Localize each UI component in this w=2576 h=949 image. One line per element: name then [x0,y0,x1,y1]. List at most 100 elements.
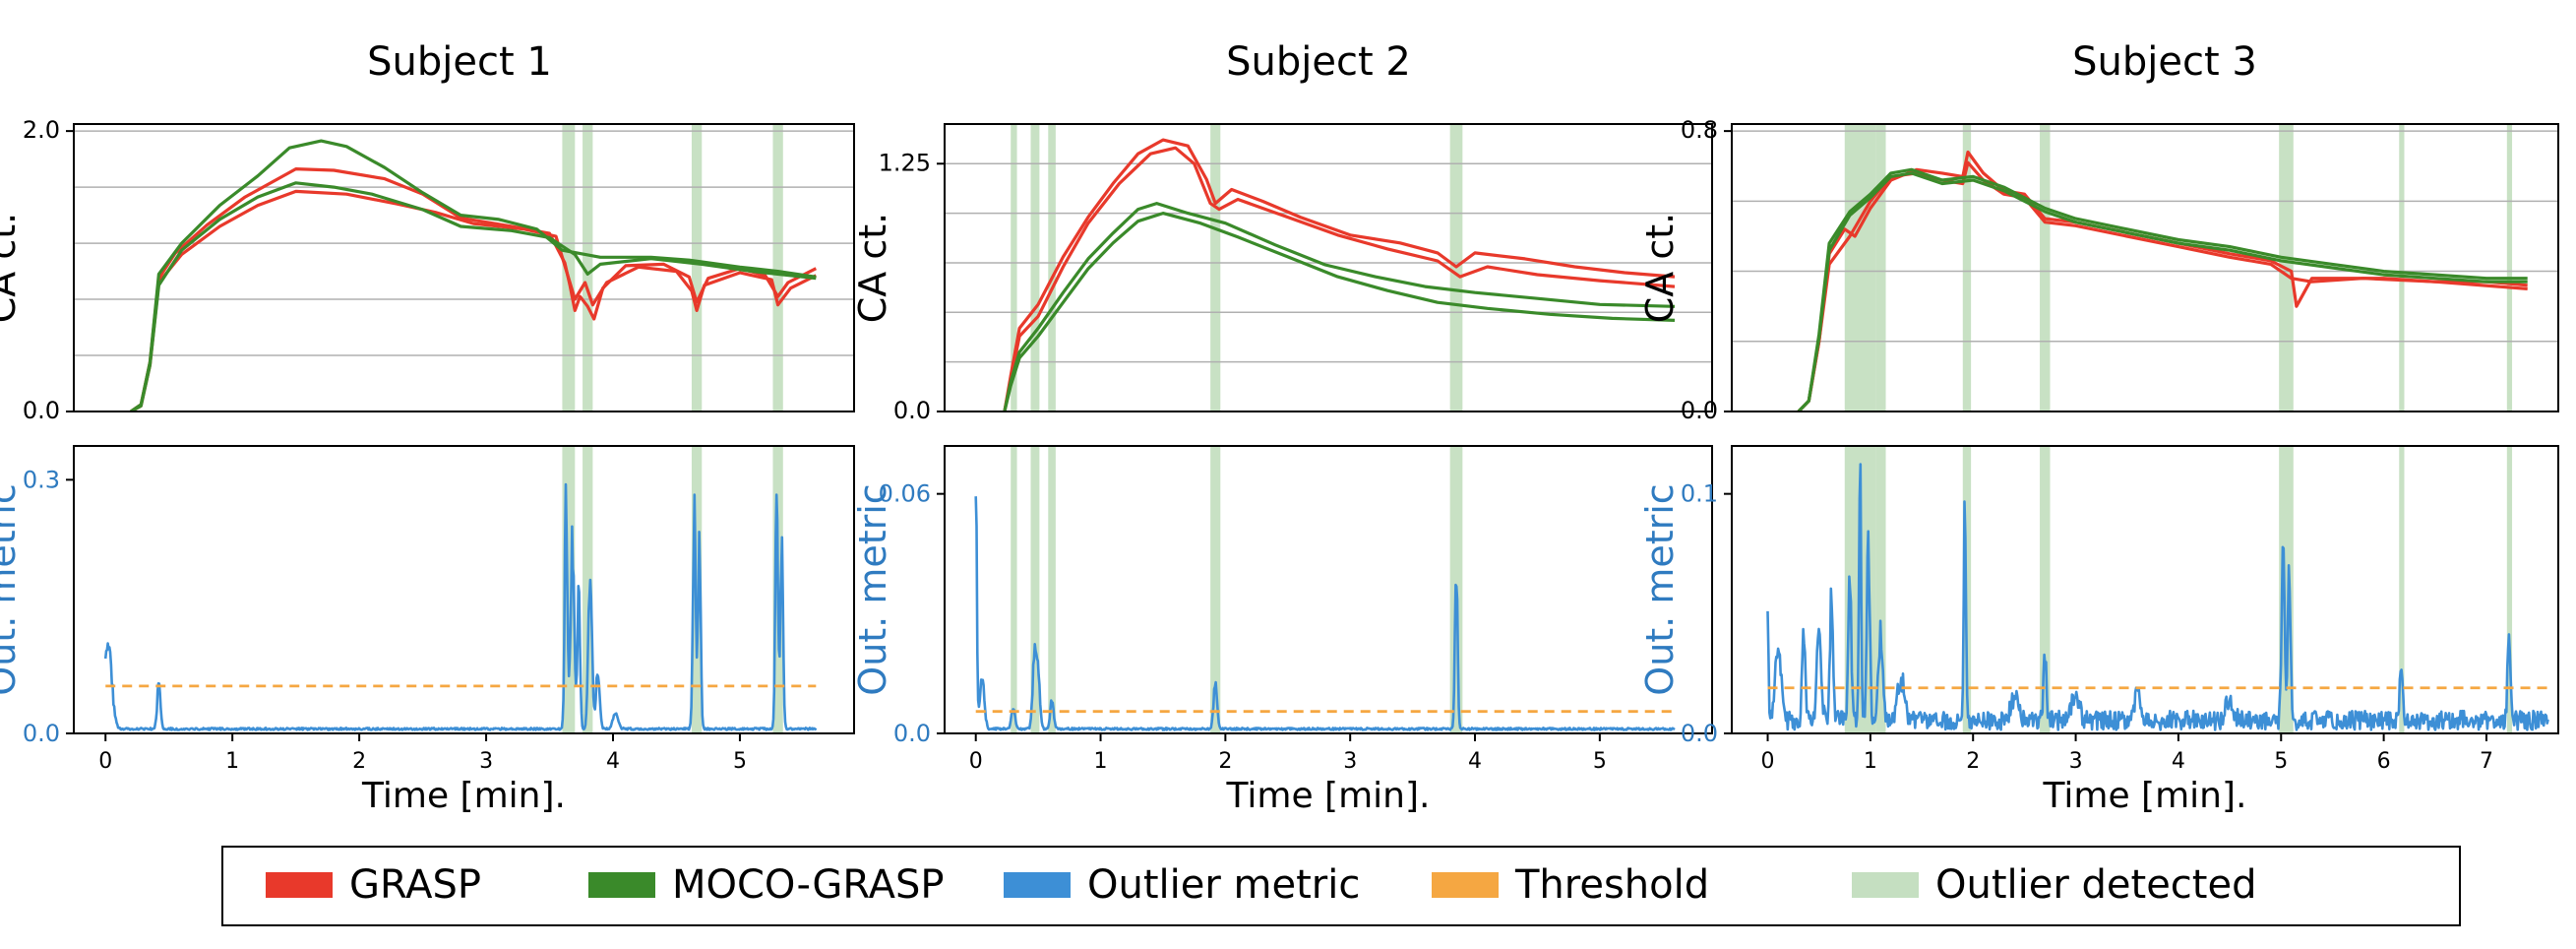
outlier-band [1875,446,1886,733]
y-tick-label: 0.0 [1681,397,1718,424]
moco-grasp-line [130,139,817,411]
x-tick-label: 1 [225,749,239,774]
bottom-axes-frame [73,445,855,734]
y-tick-label: 0.8 [1681,116,1718,144]
top-axes-frame [944,123,1713,412]
y-tick-label: 2.0 [23,116,60,144]
outlier-band [562,124,576,411]
y-axis-label: CA ct. [0,213,24,323]
y-axis-label: Out. metric [1638,483,1682,695]
legend-swatch-metric [1004,872,1071,898]
y-axis-label: Out. metric [0,483,24,695]
legend-label-outlier: Outlier detected [1935,862,2256,908]
x-tick-label: 0 [969,749,983,774]
outlier-band [2040,446,2051,733]
bottom-axes-frame [944,445,1713,734]
outlier-band [1030,124,1040,411]
y-tick-label: 0.0 [23,397,60,424]
moco-grasp-line [1003,212,1676,411]
outlier-band [1210,124,1221,411]
moco-grasp-line [1797,167,2528,411]
x-tick-label: 2 [1218,749,1232,774]
outlier-band [1844,124,1876,411]
y-tick-label: 0.06 [879,480,931,508]
outlier-band [1048,446,1056,733]
subplot-title: Subject 3 [2072,39,2257,85]
y-tick-label: 0.0 [893,397,931,424]
x-tick-label: 0 [98,749,112,774]
legend-swatch-outlier [1852,872,1919,898]
outlier-metric-line [974,496,1676,731]
outlier-band [772,124,783,411]
x-axis-label: Time [min]. [2043,776,2247,816]
outlier-band [2506,446,2513,733]
outlier-band [2506,124,2513,411]
outlier-metric-line [103,482,818,731]
x-tick-label: 2 [352,749,366,774]
y-tick-label: 0.0 [893,720,931,747]
legend-swatch-moco [588,872,655,898]
legend-label-grasp: GRASP [349,862,481,908]
x-axis-label: Time [min]. [361,776,566,816]
outlier-metric-line [1766,463,2549,731]
x-axis-label: Time [min]. [1226,776,1431,816]
outlier-band [1875,124,1886,411]
x-tick-label: 0 [1761,749,1775,774]
legend: GRASP MOCO-GRASP Outlier metric Threshold Ou… [221,846,2461,926]
legend-label-metric: Outlier metric [1087,862,1360,908]
y-axis-label: CA ct. [851,213,894,323]
outlier-band [583,124,593,411]
x-tick-label: 3 [1343,749,1357,774]
y-tick-label: 0.1 [1681,480,1718,508]
outlier-band [1210,446,1221,733]
legend-label-threshold: Threshold [1514,862,1709,908]
grasp-line [130,167,818,411]
moco-grasp-line [1797,171,2528,411]
moco-grasp-line [1003,202,1676,411]
outlier-band [691,124,703,411]
x-tick-label: 3 [479,749,493,774]
y-tick-label: 0.0 [1681,720,1718,747]
x-tick-label: 4 [606,749,620,774]
y-axis-label: CA ct. [1638,213,1682,323]
x-tick-label: 4 [1468,749,1482,774]
bottom-axes-frame [1731,445,2559,734]
subplot-title: Subject 1 [367,39,552,85]
outlier-band [2399,446,2405,733]
outlier-band [583,446,593,733]
y-tick-label: 0.0 [23,720,60,747]
moco-grasp-line [130,181,817,411]
x-tick-label: 5 [1593,749,1607,774]
x-tick-label: 1 [1864,749,1877,774]
x-tick-label: 7 [2480,749,2493,774]
x-tick-label: 5 [733,749,747,774]
y-tick-label: 1.25 [879,149,931,176]
outlier-band [1048,124,1056,411]
outlier-band [1011,124,1017,411]
legend-label-moco: MOCO-GRASP [672,862,944,908]
x-tick-label: 5 [2274,749,2288,774]
grasp-line [1003,138,1676,411]
outlier-band [2279,446,2294,733]
subplot-title: Subject 2 [1226,39,1411,85]
y-axis-label: Out. metric [851,483,894,695]
outlier-band [1030,446,1040,733]
x-tick-label: 4 [2172,749,2185,774]
legend-swatch-grasp [266,872,333,898]
x-tick-label: 1 [1094,749,1108,774]
x-tick-label: 6 [2377,749,2391,774]
y-tick-label: 0.3 [23,466,60,493]
grasp-line [1797,160,2528,411]
x-tick-label: 2 [1966,749,1980,774]
outlier-band [2040,124,2051,411]
top-axes-frame [73,123,855,412]
top-axes-frame [1731,123,2559,412]
outlier-band [2399,124,2405,411]
outlier-band [1962,124,1972,411]
legend-swatch-threshold [1432,872,1499,898]
outlier-band [1011,446,1017,733]
